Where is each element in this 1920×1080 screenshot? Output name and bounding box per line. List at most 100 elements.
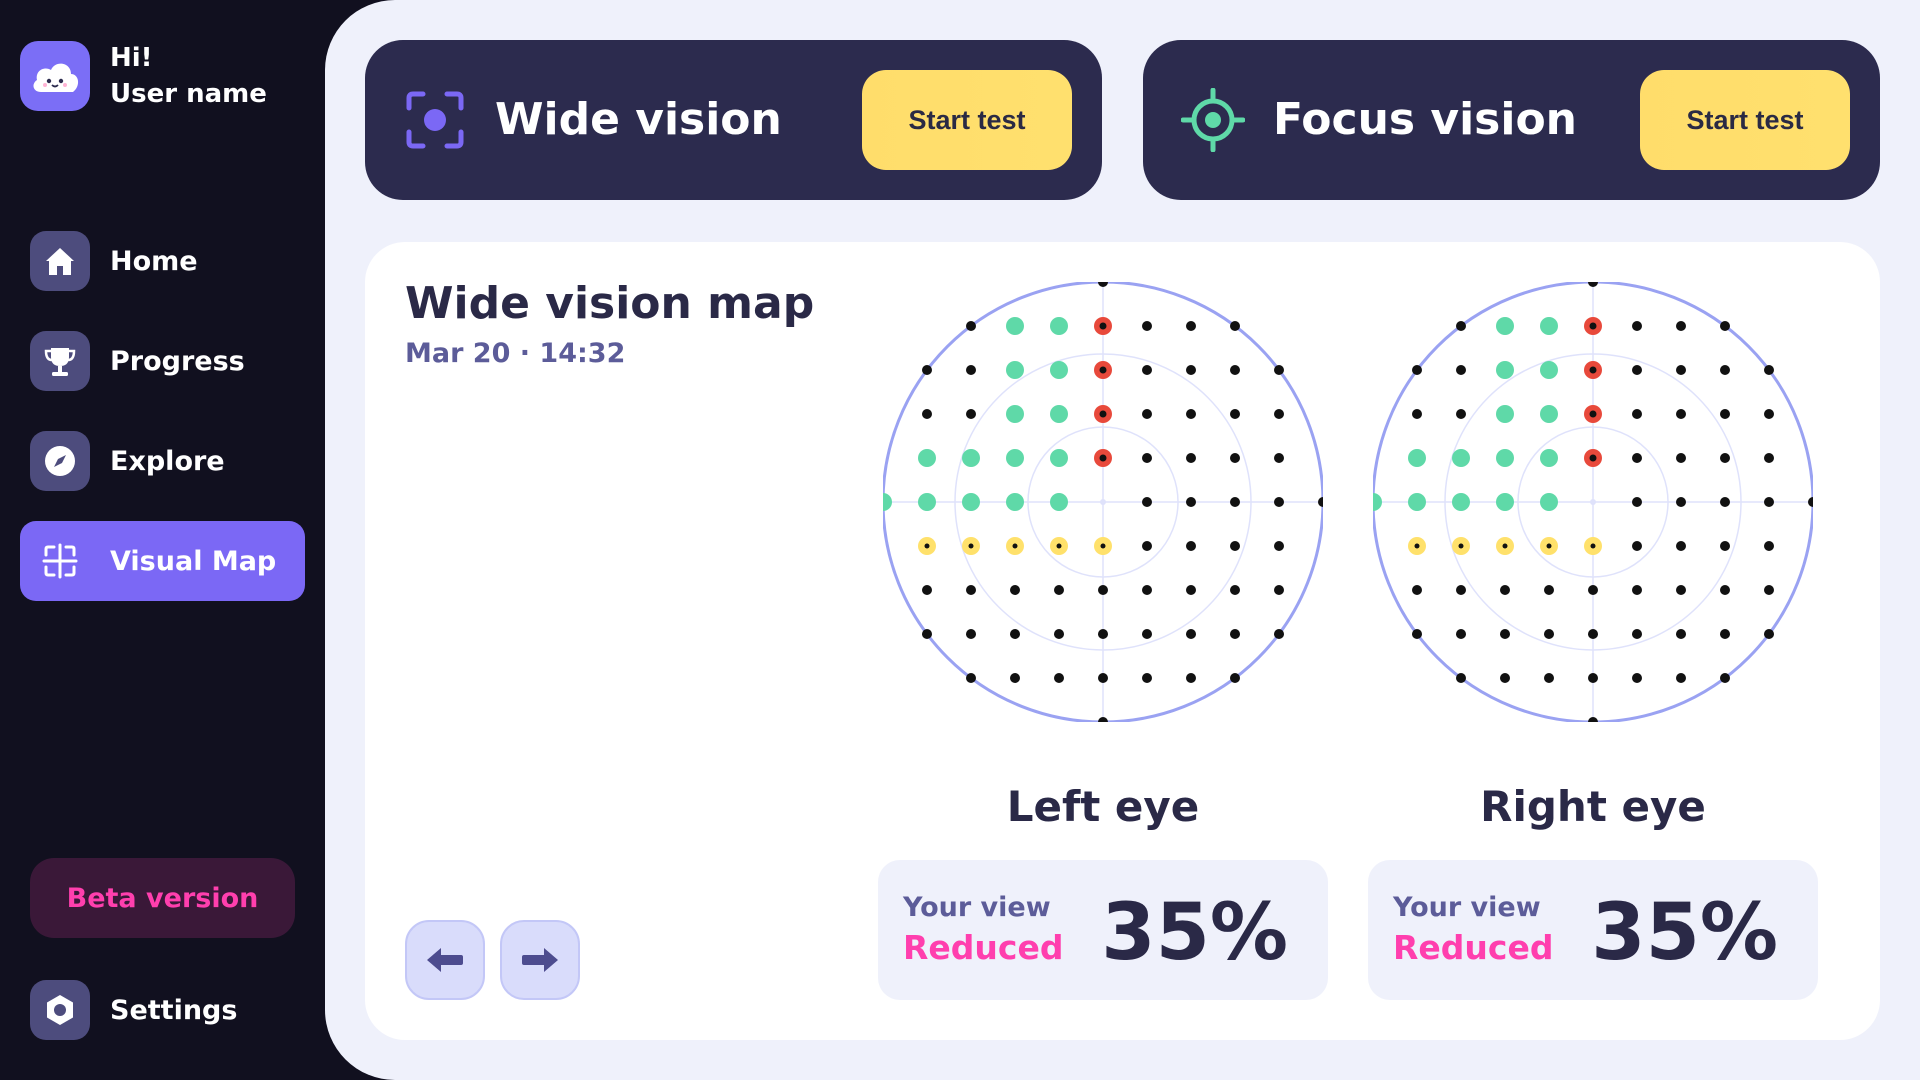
user-profile[interactable]: Hi! User name (20, 40, 267, 112)
right-eye-stat: Your view Reduced 35% (1368, 860, 1818, 1000)
status-reduced: Reduced (1393, 928, 1554, 967)
field-point-seen (883, 493, 892, 511)
wide-vision-start-button[interactable]: Start test (862, 70, 1072, 170)
status-reduced: Reduced (903, 928, 1064, 967)
field-point (1632, 629, 1642, 639)
field-point (1456, 585, 1466, 595)
sidebar-item-label: Visual Map (110, 545, 277, 577)
beta-version-badge[interactable]: Beta version (30, 858, 295, 938)
field-point-seen (1452, 493, 1470, 511)
field-point (1720, 409, 1730, 419)
field-point-seen (1496, 449, 1514, 467)
right-eye-label: Right eye (1480, 782, 1706, 831)
scan-icon (406, 91, 464, 149)
field-point (1054, 673, 1064, 683)
focus-vision-card: Focus vision Start test (1143, 40, 1880, 200)
field-point-seen (918, 493, 936, 511)
field-point (1632, 453, 1642, 463)
field-point-core (1590, 543, 1596, 549)
your-view-label: Your view (1393, 892, 1541, 923)
field-point (1230, 321, 1240, 331)
field-point (1054, 585, 1064, 595)
field-point (1142, 453, 1152, 463)
field-point (1142, 321, 1152, 331)
field-point (1142, 629, 1152, 639)
field-point (922, 629, 932, 639)
field-center (1100, 499, 1106, 505)
cloud-avatar-icon (33, 63, 79, 92)
home-icon (30, 231, 90, 291)
field-point (1676, 541, 1686, 551)
focus-vision-start-button[interactable]: Start test (1640, 70, 1850, 170)
view-percent: 35% (1101, 888, 1288, 978)
left-eye-map (883, 282, 1323, 722)
field-point (922, 365, 932, 375)
field-point (1676, 585, 1686, 595)
field-point (1720, 585, 1730, 595)
sidebar-item-visual-map[interactable]: Visual Map (20, 521, 305, 601)
field-point (1230, 453, 1240, 463)
field-point (1230, 585, 1240, 595)
field-point (1186, 409, 1196, 419)
previous-button[interactable] (405, 920, 485, 1000)
field-point (1412, 409, 1422, 419)
field-point-core (1099, 366, 1107, 374)
field-point (1500, 585, 1510, 595)
field-point-core (1589, 454, 1597, 462)
sidebar-item-progress[interactable]: Progress (20, 321, 305, 401)
field-point (1456, 321, 1466, 331)
field-point (1808, 497, 1813, 507)
field-point-seen (1408, 493, 1426, 511)
field-point-seen (1540, 361, 1558, 379)
field-point-seen (1540, 317, 1558, 335)
your-view-label: Your view (903, 892, 1051, 923)
field-point (1142, 541, 1152, 551)
field-point (1632, 409, 1642, 419)
field-point (1456, 365, 1466, 375)
field-point (1098, 282, 1108, 287)
field-point (1142, 409, 1152, 419)
field-point (966, 673, 976, 683)
field-point (922, 585, 932, 595)
field-point (1274, 453, 1284, 463)
sidebar-item-home[interactable]: Home (20, 221, 305, 301)
field-point (966, 585, 976, 595)
field-point (1010, 629, 1020, 639)
field-point (1720, 497, 1730, 507)
arrow-left-icon (427, 948, 463, 972)
sidebar-item-explore[interactable]: Explore (20, 421, 305, 501)
field-point (1230, 541, 1240, 551)
left-eye-stat: Your view Reduced 35% (878, 860, 1328, 1000)
field-point (1544, 629, 1554, 639)
field-point-seen (918, 449, 936, 467)
wide-vision-title: Wide vision (495, 94, 782, 145)
field-point (1274, 497, 1284, 507)
field-point-core (1414, 543, 1420, 549)
sidebar-item-label: Explore (110, 445, 225, 477)
sidebar-item-label: Progress (110, 345, 245, 377)
field-point (1186, 629, 1196, 639)
field-point (1186, 541, 1196, 551)
right-eye-map (1373, 282, 1813, 722)
next-button[interactable] (500, 920, 580, 1000)
field-point (1412, 629, 1422, 639)
compass-icon (30, 431, 90, 491)
field-point (1632, 541, 1642, 551)
field-point (1186, 585, 1196, 595)
field-point (1098, 717, 1108, 722)
wide-vision-map-card: Wide vision map Mar 20 · 14:32 Left eye … (365, 242, 1880, 1040)
greeting-text: Hi! (110, 43, 153, 73)
field-point-core (1589, 366, 1597, 374)
sidebar-item-settings[interactable]: Settings (20, 970, 305, 1050)
field-point-core (1502, 543, 1508, 549)
arrow-right-icon (522, 948, 558, 972)
field-point-seen (1006, 317, 1024, 335)
field-point (1676, 673, 1686, 683)
map-date: Mar 20 · 14:32 (405, 338, 626, 369)
field-point-seen (962, 449, 980, 467)
field-point (1588, 673, 1598, 683)
field-point (1186, 497, 1196, 507)
field-point (1456, 673, 1466, 683)
field-point-seen (1006, 361, 1024, 379)
sidebar-item-label: Settings (110, 994, 238, 1026)
